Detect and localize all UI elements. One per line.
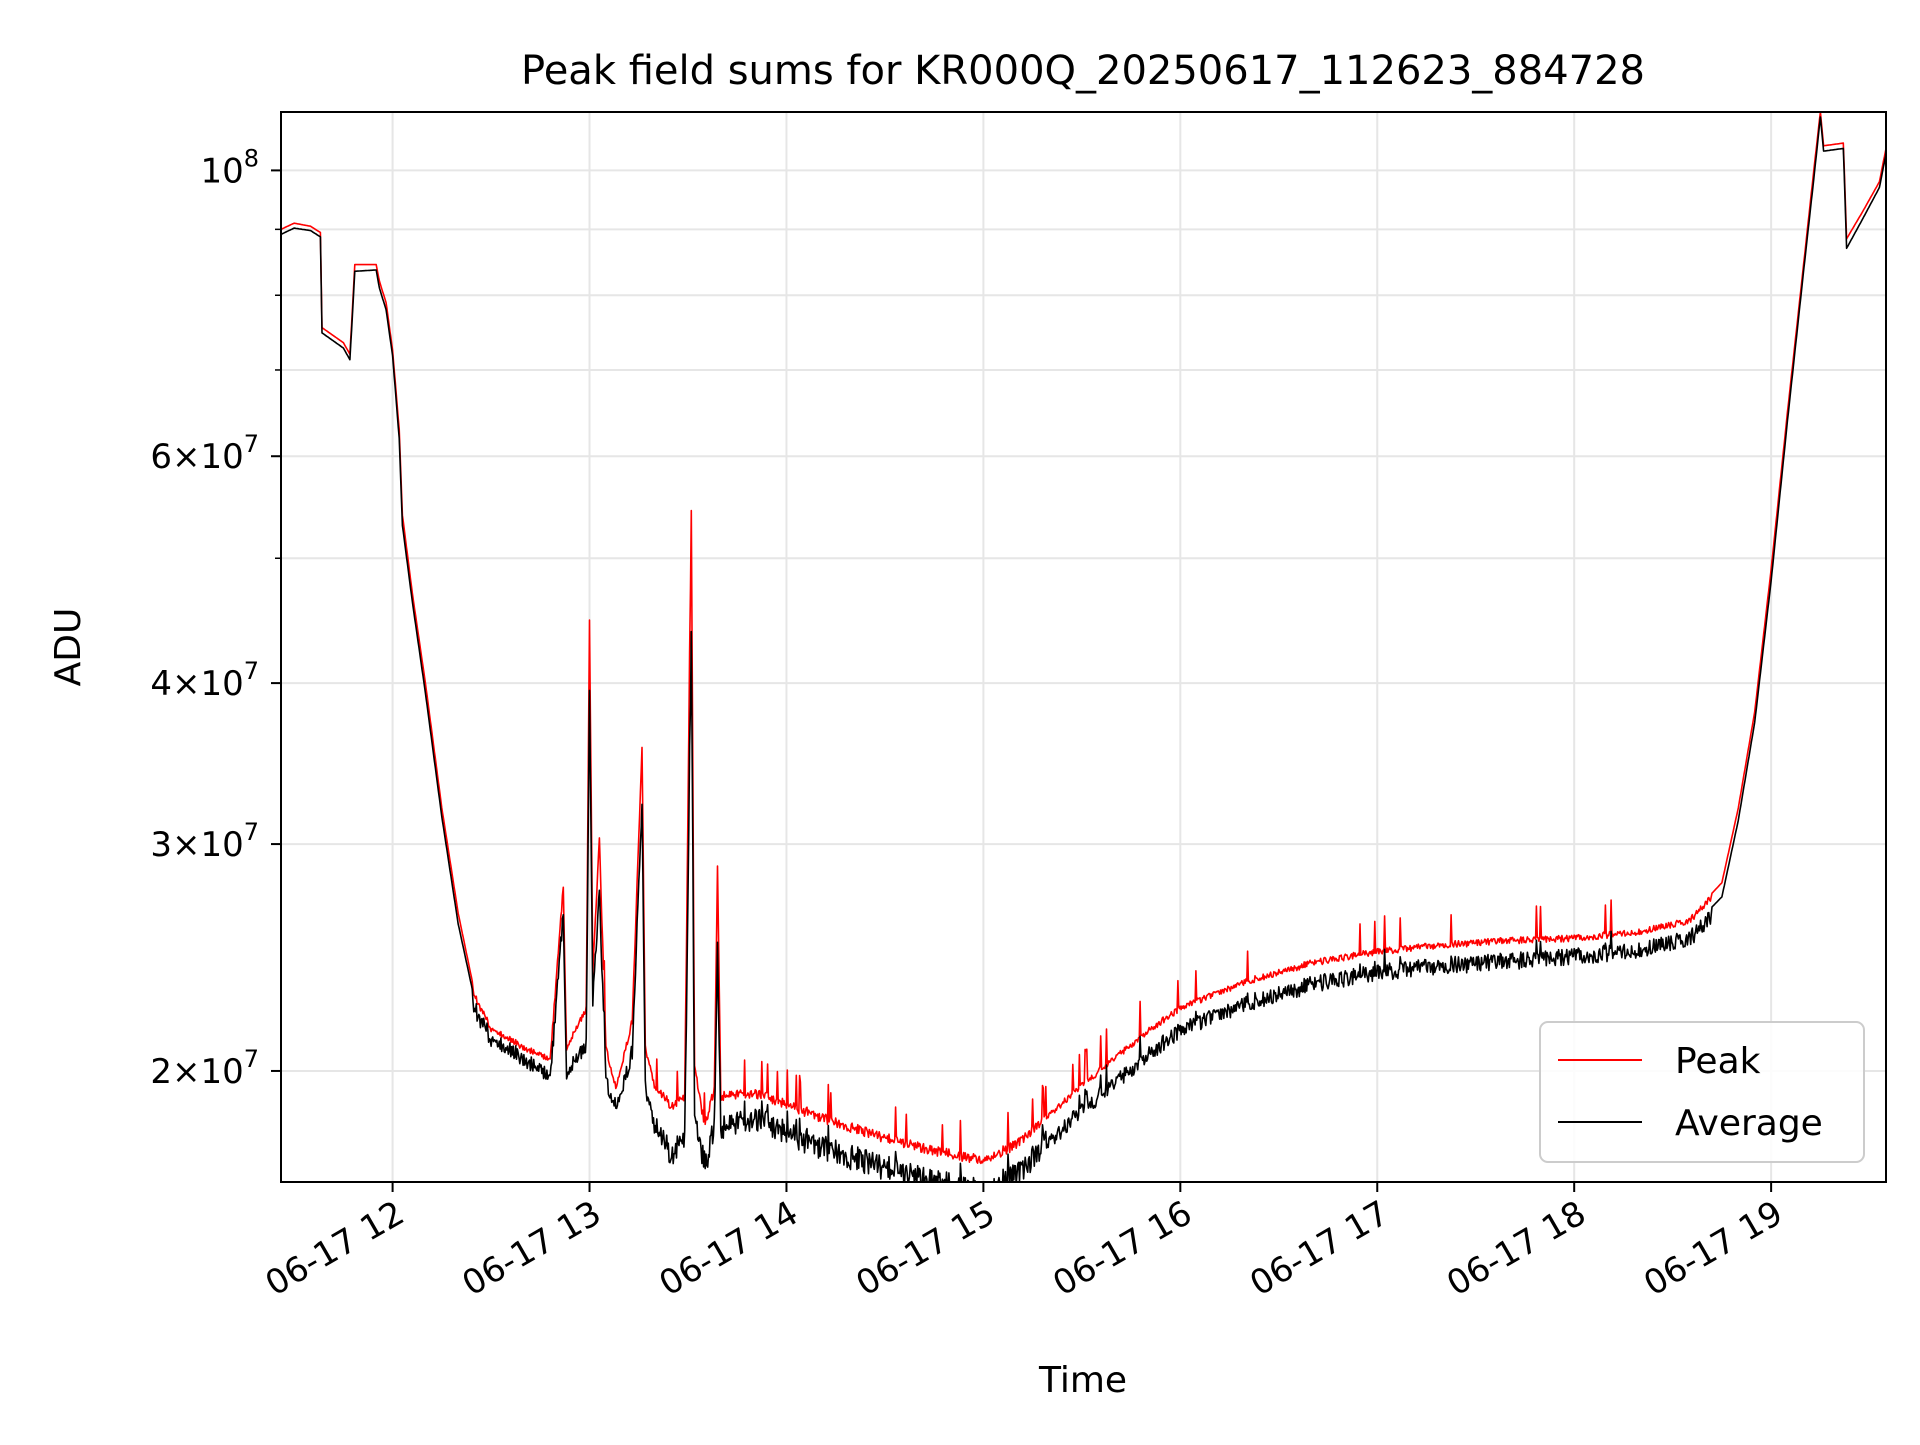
legend: Peak Average [1539,1021,1865,1163]
legend-peak-label: Peak [1675,1041,1761,1082]
y-tick-label: 6×107 [150,430,259,477]
x-axis-label: Time [1038,1360,1127,1401]
series-layer [281,112,1886,1182]
y-tick-label: 3×107 [150,818,259,865]
average-series-line [281,116,1886,1182]
peak-series-line [281,112,1886,1165]
chart-title: Peak field sums for KR000Q_20250617_1126… [521,48,1645,94]
legend-average-label: Average [1675,1103,1823,1144]
y-tick-label: 108 [200,144,259,191]
plot-frame [280,111,1887,1183]
y-axis-label: ADU [48,608,89,687]
grid [281,112,1886,1182]
y-tick-label: 2×107 [150,1045,259,1092]
y-tick-label: 4×107 [150,657,259,704]
legend-box [1539,1021,1865,1163]
